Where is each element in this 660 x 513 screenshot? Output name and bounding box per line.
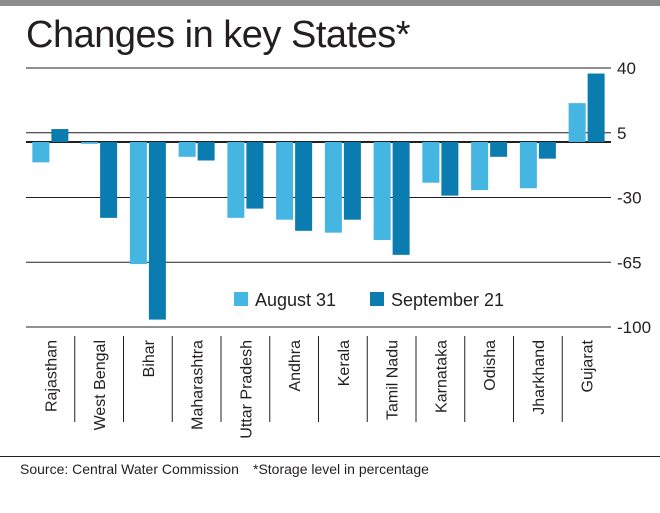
bar-august xyxy=(227,142,245,218)
y-tick-label: 5 xyxy=(617,124,626,143)
legend-swatch xyxy=(234,292,248,306)
bar-august xyxy=(373,142,391,241)
category-label: Andhra xyxy=(287,340,304,392)
category-label: Karnataka xyxy=(433,340,450,413)
bar-august xyxy=(32,142,50,163)
category-label: Bihar xyxy=(141,339,158,377)
category-label: Kerala xyxy=(336,340,353,386)
footnote: *Storage level in percentage xyxy=(253,461,429,477)
category-label: Uttar Pradesh xyxy=(238,340,255,439)
category-label: Tamil Nadu xyxy=(385,340,402,420)
category-label: Jharkhand xyxy=(531,340,548,415)
bar-september xyxy=(51,129,69,142)
bar-august xyxy=(568,103,586,142)
category-label: West Bengal xyxy=(92,340,109,430)
top-accent-bar xyxy=(0,0,660,6)
footer-divider xyxy=(0,456,660,457)
bar-august xyxy=(276,142,294,220)
bar-august xyxy=(81,142,99,144)
y-tick-label: -65 xyxy=(617,253,642,272)
bar-september xyxy=(197,142,215,161)
bar-september xyxy=(246,142,264,209)
bar-september xyxy=(441,142,459,196)
bar-september xyxy=(100,142,118,218)
bar-september xyxy=(490,142,508,157)
bar-august xyxy=(422,142,440,183)
bar-august xyxy=(471,142,489,191)
bar-september xyxy=(392,142,410,255)
bar-september xyxy=(587,73,605,142)
bar-september xyxy=(148,142,166,320)
category-label: Gujarat xyxy=(580,339,597,392)
bar-august xyxy=(324,142,342,233)
category-label: Maharashtra xyxy=(190,340,207,430)
legend-label: September 21 xyxy=(391,290,504,310)
y-tick-label: -100 xyxy=(617,318,651,337)
category-label: Rajasthan xyxy=(43,340,60,412)
y-tick-label: 40 xyxy=(617,59,636,78)
bar-august xyxy=(129,142,147,265)
legend-swatch xyxy=(370,292,384,306)
y-tick-label: -30 xyxy=(617,189,642,208)
source-note: Source: Central Water Commission xyxy=(20,461,239,477)
bar-august xyxy=(519,142,537,189)
bar-september xyxy=(538,142,556,159)
bar-august xyxy=(178,142,196,157)
bar-september xyxy=(343,142,361,220)
category-label: Odisha xyxy=(482,340,499,391)
legend-label: August 31 xyxy=(255,290,336,310)
bar-september xyxy=(295,142,313,231)
chart-title: Changes in key States* xyxy=(26,14,411,56)
